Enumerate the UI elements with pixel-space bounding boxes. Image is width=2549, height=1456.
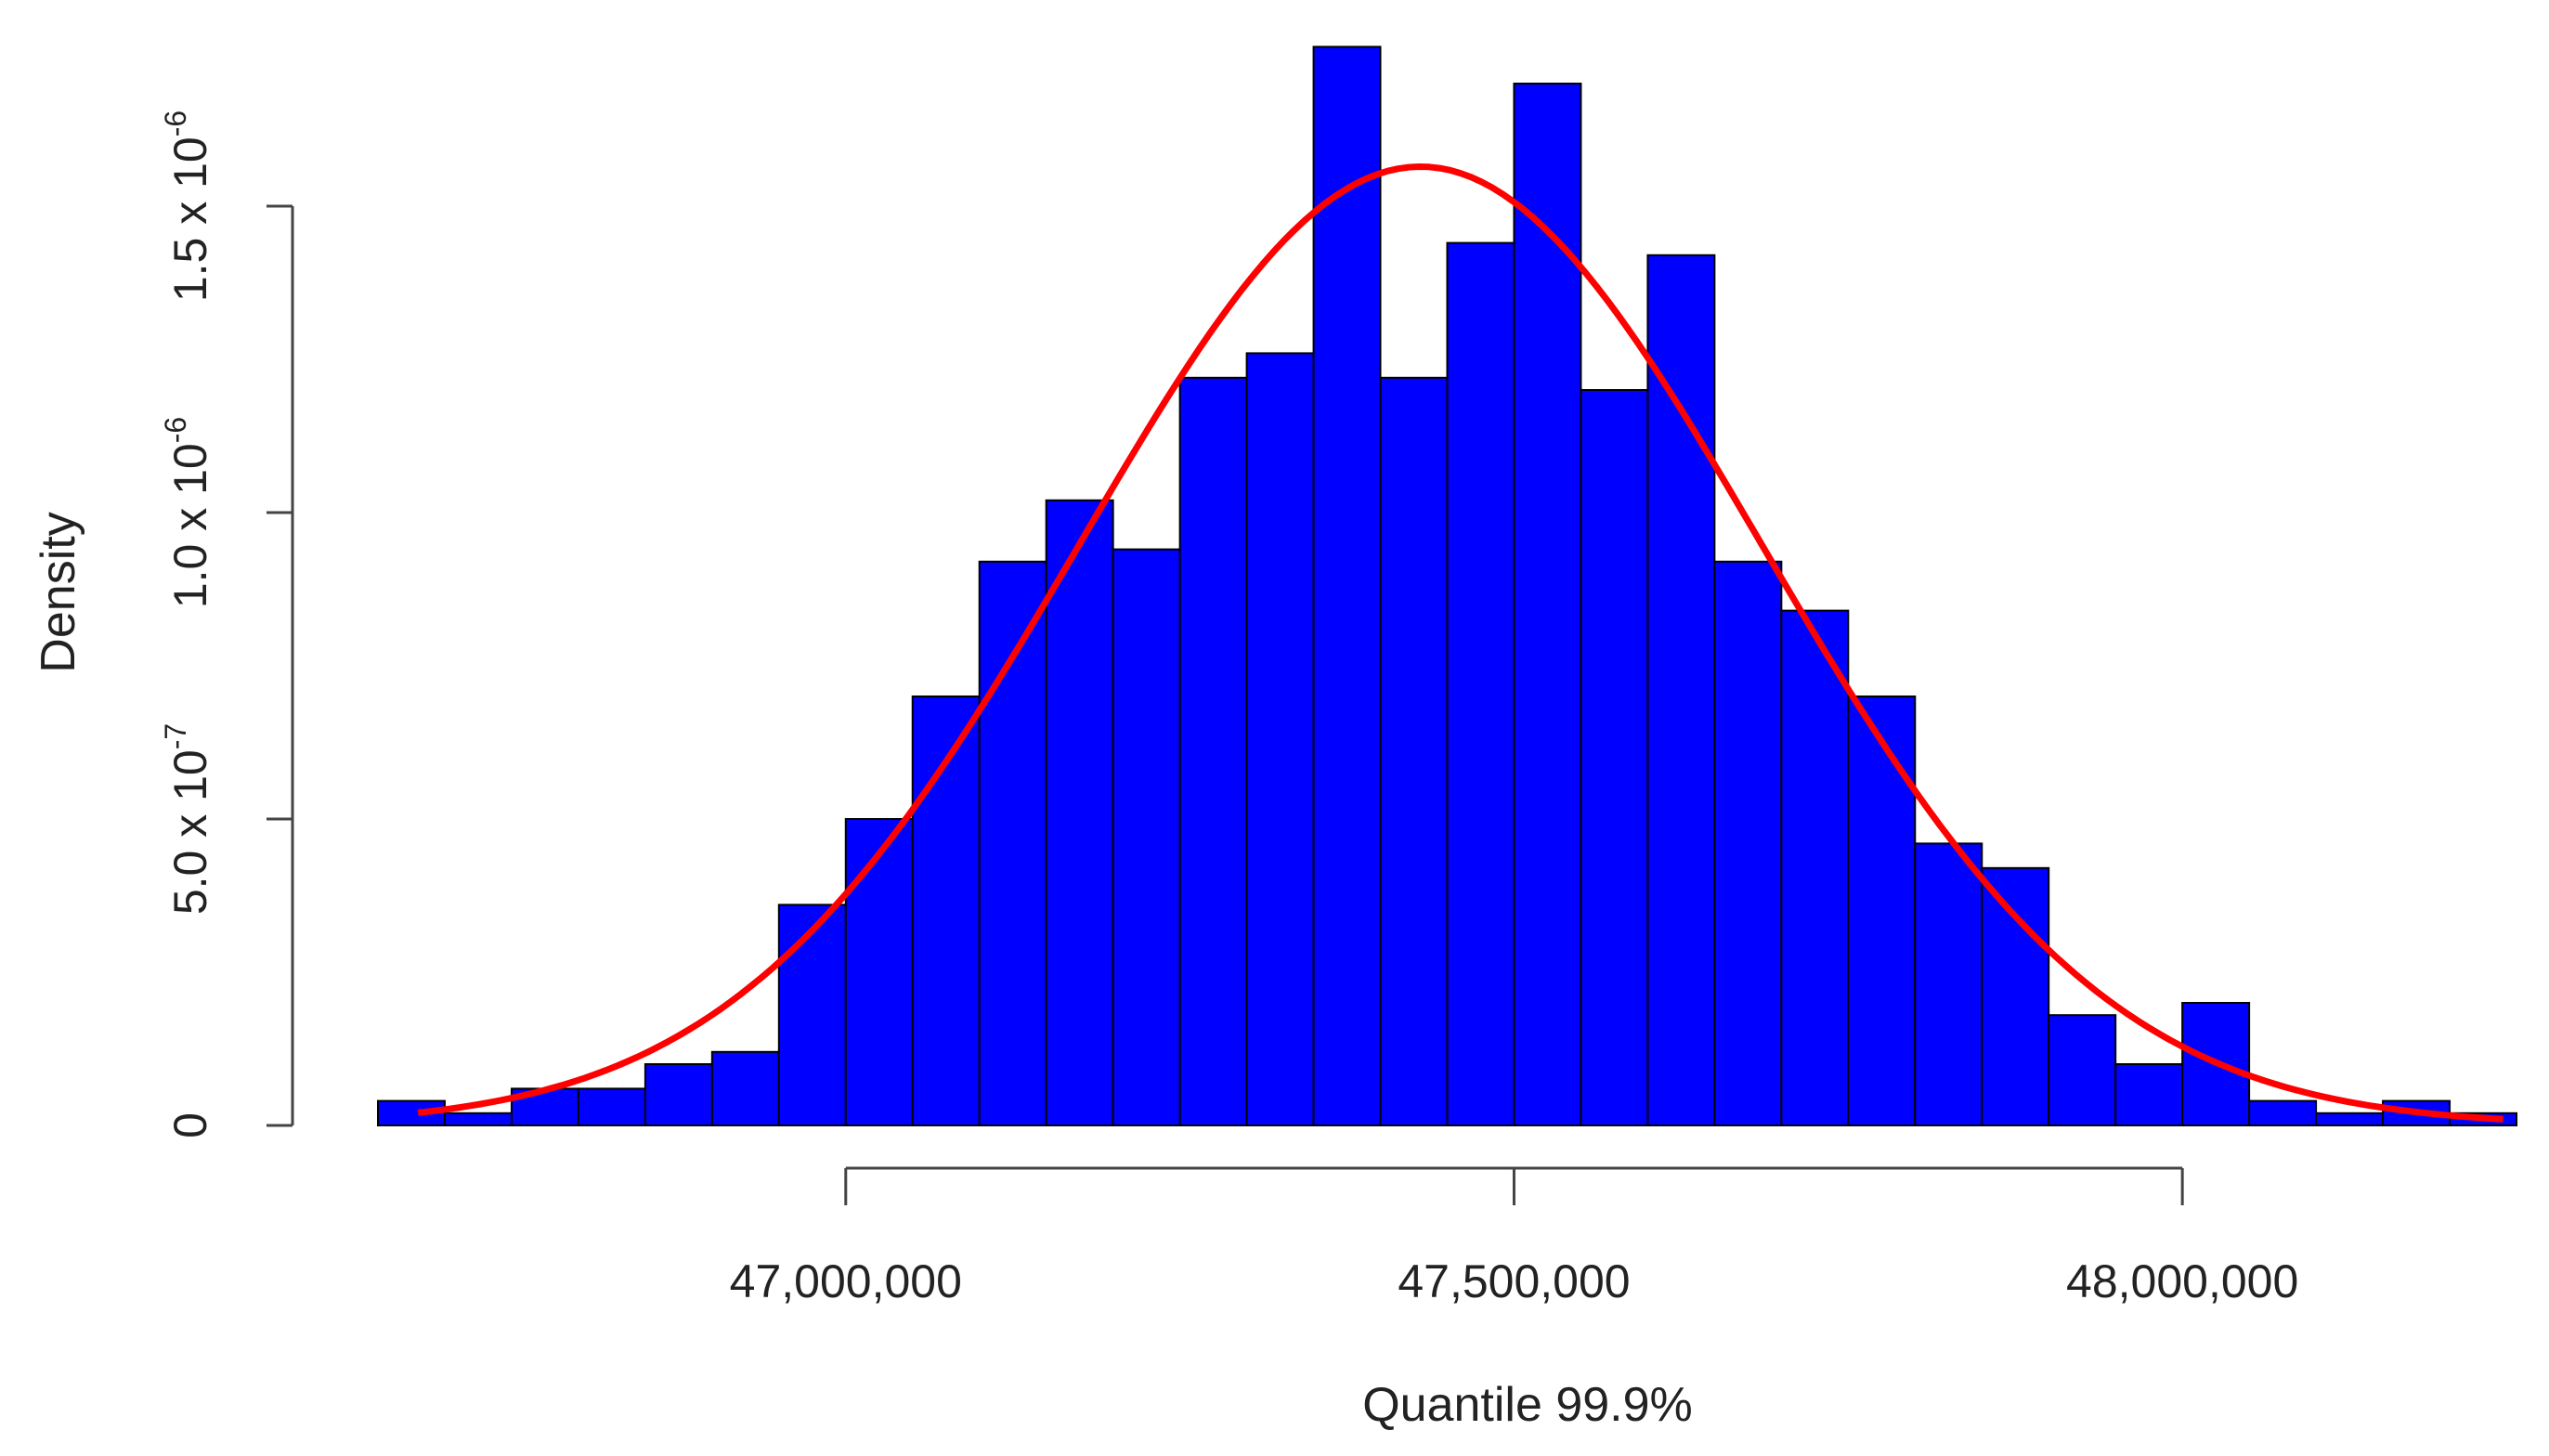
histogram-bar [1914, 842, 1983, 1127]
histogram-bar [2048, 1014, 2117, 1126]
y-tick-label: 5.0 x 10-7 [159, 723, 216, 915]
histogram-bar [1580, 389, 1649, 1126]
histogram-bar [644, 1063, 713, 1126]
histogram-bar [1245, 352, 1315, 1126]
histogram-bar [1513, 83, 1582, 1126]
histogram-bar [1178, 376, 1248, 1126]
histogram-bar [1981, 866, 2050, 1126]
histogram-bar [2248, 1099, 2318, 1126]
x-tick-label: 47,000,000 [730, 1255, 962, 1307]
histogram-bar [1446, 241, 1515, 1127]
x-tick-label: 47,500,000 [1398, 1255, 1630, 1307]
y-tick-label: 1.5 x 10-6 [159, 110, 216, 302]
histogram-bar [777, 904, 847, 1127]
histogram-bar [577, 1087, 646, 1127]
histogram-bar [978, 560, 1047, 1126]
histogram-bar [1312, 46, 1382, 1126]
histogram-bar [443, 1112, 513, 1127]
histogram-bar [1847, 696, 1917, 1126]
x-axis-title: Quantile 99.9% [1362, 1378, 1693, 1432]
y-axis: 0 5.0 x 10-7 1.0 x 10-6 1.5 x 10-6 [159, 110, 294, 1138]
histogram-bar [1379, 376, 1449, 1126]
histogram-bar [1112, 548, 1181, 1126]
histogram-bar [1045, 499, 1114, 1126]
x-tick-label: 48,000,000 [2066, 1255, 2298, 1307]
histogram-bar [911, 696, 981, 1126]
y-tick-exponent: -6 [159, 417, 192, 443]
density-curve [417, 163, 2503, 1123]
histogram-bar [710, 1050, 780, 1127]
histogram-bar [2114, 1063, 2184, 1126]
y-tick-exponent: -6 [159, 110, 192, 136]
bars-group [377, 46, 2517, 1127]
x-axis: 47,000,000 47,500,000 48,000,000 [730, 1166, 2298, 1307]
y-tick-label: 1.0 x 10-6 [159, 417, 216, 608]
histogram-bar [1780, 609, 1850, 1126]
histogram-bar [1713, 560, 1783, 1126]
y-tick-exponent: -7 [159, 723, 192, 749]
y-tick-label: 0 [164, 1112, 216, 1138]
histogram-bar [2315, 1112, 2385, 1127]
histogram-bar [1646, 254, 1716, 1126]
histogram-bar [844, 818, 914, 1126]
y-axis-title: Density [32, 512, 85, 672]
